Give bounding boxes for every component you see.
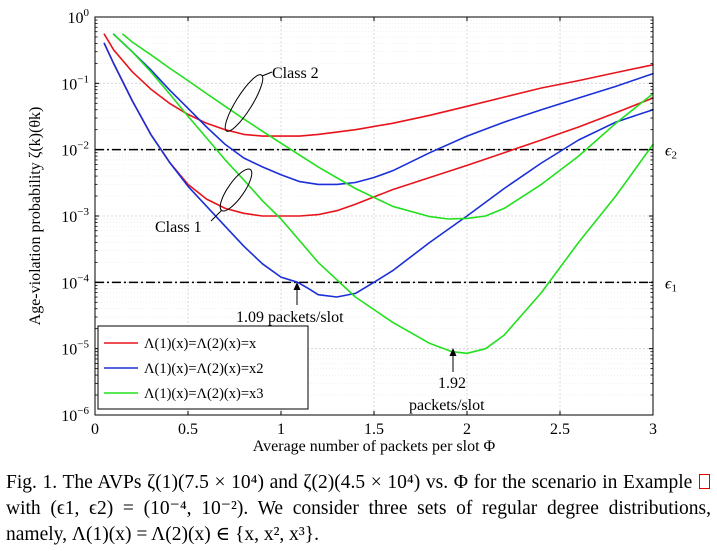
- arrow-192-head: [449, 348, 457, 356]
- y-axis-label-group: Age-violation probability ζ(k)(θk): [27, 107, 44, 326]
- class-1-label: Class 1: [155, 219, 202, 236]
- x-tick-label: 0: [91, 421, 99, 438]
- x-tick-label: 1: [277, 421, 285, 438]
- y-tick-label: 10−6: [61, 405, 89, 425]
- class-2-ellipse: [224, 74, 264, 132]
- y-tick-label: 10−2: [61, 140, 89, 160]
- series-lines: [103, 33, 654, 355]
- y-tick-label: 10−3: [61, 206, 89, 226]
- series-line: [103, 33, 654, 137]
- class-1-leader: [210, 209, 223, 222]
- legend-label: Λ(1)(x)=Λ(2)(x)=x2: [144, 361, 264, 377]
- series-line: [103, 42, 654, 217]
- x-tick-label: 3: [649, 421, 657, 438]
- reference-label: ϵ1: [665, 275, 677, 294]
- y-tick-label: 10−1: [61, 73, 89, 93]
- axis-ticks: 0 0.5 1 1.5 2 2.5 3 100 10−1 10−2 10−3 10−4 10−5 10−6: [61, 7, 657, 438]
- y-axis-label: Age-violation probability ζ(k)(θk): [27, 107, 44, 326]
- y-tick-label: 10−5: [61, 339, 89, 359]
- annotation-192-line1: 1.92: [438, 375, 466, 392]
- x-tick-label: 0.5: [178, 421, 198, 438]
- series-line: [112, 33, 654, 355]
- x-tick-label: 2.5: [550, 421, 570, 438]
- figure-caption: Fig. 1. The AVPs ζ(1)(7.5 × 10⁴) and ζ(2…: [6, 470, 711, 548]
- caption-text-part2: with (ϵ1, ϵ2) = (10⁻⁴, 10⁻²). We conside…: [6, 498, 711, 545]
- y-tick-label: 100: [68, 7, 90, 27]
- annotation-109-label: 1.09 packets/slot: [236, 309, 344, 326]
- series-line: [103, 42, 654, 298]
- caption-text-part1: The AVPs ζ(1)(7.5 × 10⁴) and ζ(2)(4.5 × …: [62, 472, 693, 493]
- series-line: [112, 33, 654, 186]
- legend: Λ(1)(x)=Λ(2)(x)=x Λ(1)(x)=Λ(2)(x)=x2 Λ(1)(…: [97, 325, 309, 410]
- x-axis-label: Average number of packets per slot Φ: [253, 438, 496, 455]
- x-tick-label: 2: [463, 421, 471, 438]
- annotation-192-line2: packets/slot: [409, 397, 485, 414]
- legend-label: Λ(1)(x)=Λ(2)(x)=x3: [144, 386, 264, 402]
- caption-fig-label: Fig. 1.: [6, 472, 58, 493]
- y-tick-label: 10−4: [61, 272, 89, 292]
- class-2-leader: [261, 71, 273, 77]
- reference-label: ϵ2: [665, 143, 677, 162]
- legend-label: Λ(1)(x)=Λ(2)(x)=x: [144, 336, 257, 352]
- example-reference-link[interactable]: [699, 474, 711, 489]
- series-line: [122, 33, 654, 220]
- chart-figure: ϵ2 ϵ1 0 0.5 1 1.5 2 2.5 3 100 10−1 10−2 10−3 10−4 10−…: [27, 7, 677, 455]
- annotations: Class 2 Class 1 1.09 packets/slot 1.92 p…: [155, 65, 485, 414]
- arrow-109-head: [293, 282, 301, 290]
- x-tick-label: 1.5: [364, 421, 384, 438]
- class-2-label: Class 2: [272, 65, 319, 82]
